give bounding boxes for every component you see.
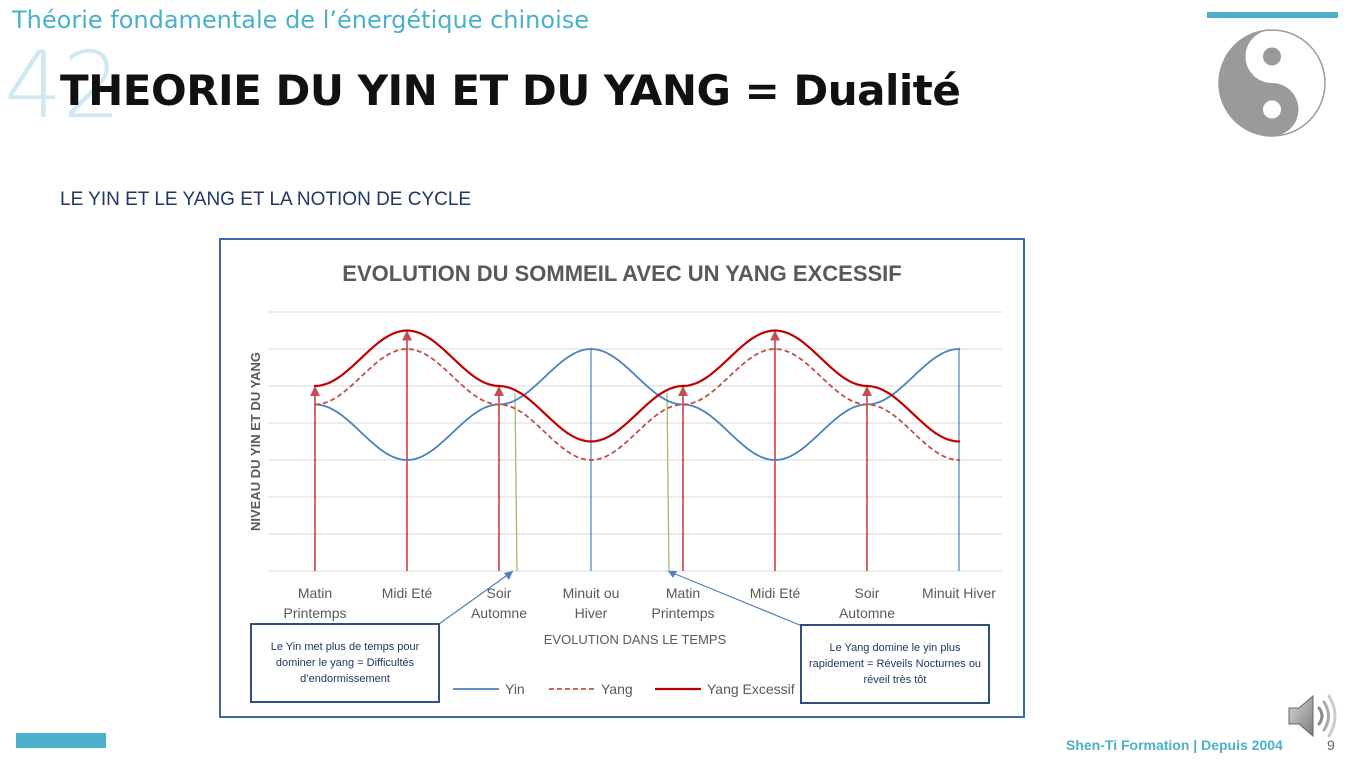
page-number: 9 — [1327, 737, 1335, 753]
x-tick-label: Midi Eté — [750, 585, 801, 601]
data-point — [773, 458, 777, 462]
data-point — [589, 440, 593, 443]
callout-pointer-left — [438, 570, 514, 625]
y-axis-label: NIVEAU DU YIN ET DU YANG — [248, 352, 263, 531]
legend-label: Yang — [601, 681, 633, 697]
data-point — [313, 384, 317, 388]
course-title: Théorie fondamentale de l’énergétique ch… — [12, 6, 590, 34]
page-title: THEORIE DU YIN ET DU YANG = Dualité — [60, 66, 961, 115]
data-point — [497, 403, 501, 406]
x-tick-label: Minuit Hiver — [922, 585, 996, 601]
x-tick-label: Matin Printemps — [651, 585, 714, 621]
up-arrow-icon — [494, 386, 504, 396]
x-axis-label: EVOLUTION DANS LE TEMPS — [544, 632, 727, 647]
x-tick-label: Minuit ou Hiver — [563, 585, 620, 621]
section-subtitle: LE YIN ET LE YANG ET LA NOTION DE CYCLE — [60, 189, 472, 210]
x-tick-label: Soir Automne — [839, 585, 895, 621]
speaker-icon[interactable] — [1285, 690, 1341, 742]
data-point — [865, 403, 869, 406]
up-arrow-icon — [862, 386, 872, 396]
slide-number-watermark: 42 — [4, 32, 122, 139]
data-point — [773, 347, 777, 351]
x-tick-label: Matin Printemps — [283, 585, 346, 621]
up-arrow-icon — [770, 330, 780, 341]
data-point — [405, 329, 409, 332]
chart-title: EVOLUTION DU SOMMEIL AVEC UN YANG EXCESS… — [342, 261, 901, 286]
data-point — [957, 458, 961, 462]
callout-pointer-right — [667, 570, 803, 627]
x-tick-label: Soir Automne — [471, 585, 527, 621]
yin-yang-icon — [1218, 29, 1326, 137]
data-point — [589, 347, 593, 351]
data-point — [865, 384, 869, 388]
data-point — [957, 440, 961, 443]
legend-label: Yang Excessif — [707, 681, 795, 697]
data-point — [589, 458, 593, 462]
footer-brand: Shen-Ti Formation | Depuis 2004 — [1066, 737, 1283, 753]
up-arrow-icon — [402, 330, 412, 341]
arrowhead-icon — [668, 571, 677, 578]
data-point — [497, 384, 501, 388]
data-point — [957, 347, 961, 351]
callout-yin-slow: Le Yin met plus de temps pour dominer le… — [250, 623, 440, 703]
data-point — [405, 347, 409, 351]
callout-yang-fast: Le Yang domine le yin plus rapidement = … — [800, 624, 990, 704]
up-arrow-icon — [310, 386, 320, 396]
data-point — [405, 458, 409, 462]
yin-yang-cycle-chart: EVOLUTION DU SOMMEIL AVEC UN YANG EXCESS… — [248, 261, 1002, 697]
top-accent-bar — [1207, 12, 1338, 18]
data-point — [681, 384, 685, 388]
transition-line — [514, 393, 518, 572]
data-point — [313, 403, 317, 406]
arrowhead-icon — [504, 571, 513, 580]
legend-label: Yin — [505, 681, 525, 697]
bottom-accent-bar — [16, 733, 106, 748]
series-line-1 — [314, 348, 960, 461]
data-point — [681, 403, 685, 406]
data-point — [773, 329, 777, 332]
up-arrow-icon — [678, 386, 688, 396]
series-line-2 — [314, 329, 960, 443]
x-tick-label: Midi Eté — [382, 585, 433, 601]
transition-line — [666, 393, 670, 572]
series-line-0 — [314, 348, 960, 461]
